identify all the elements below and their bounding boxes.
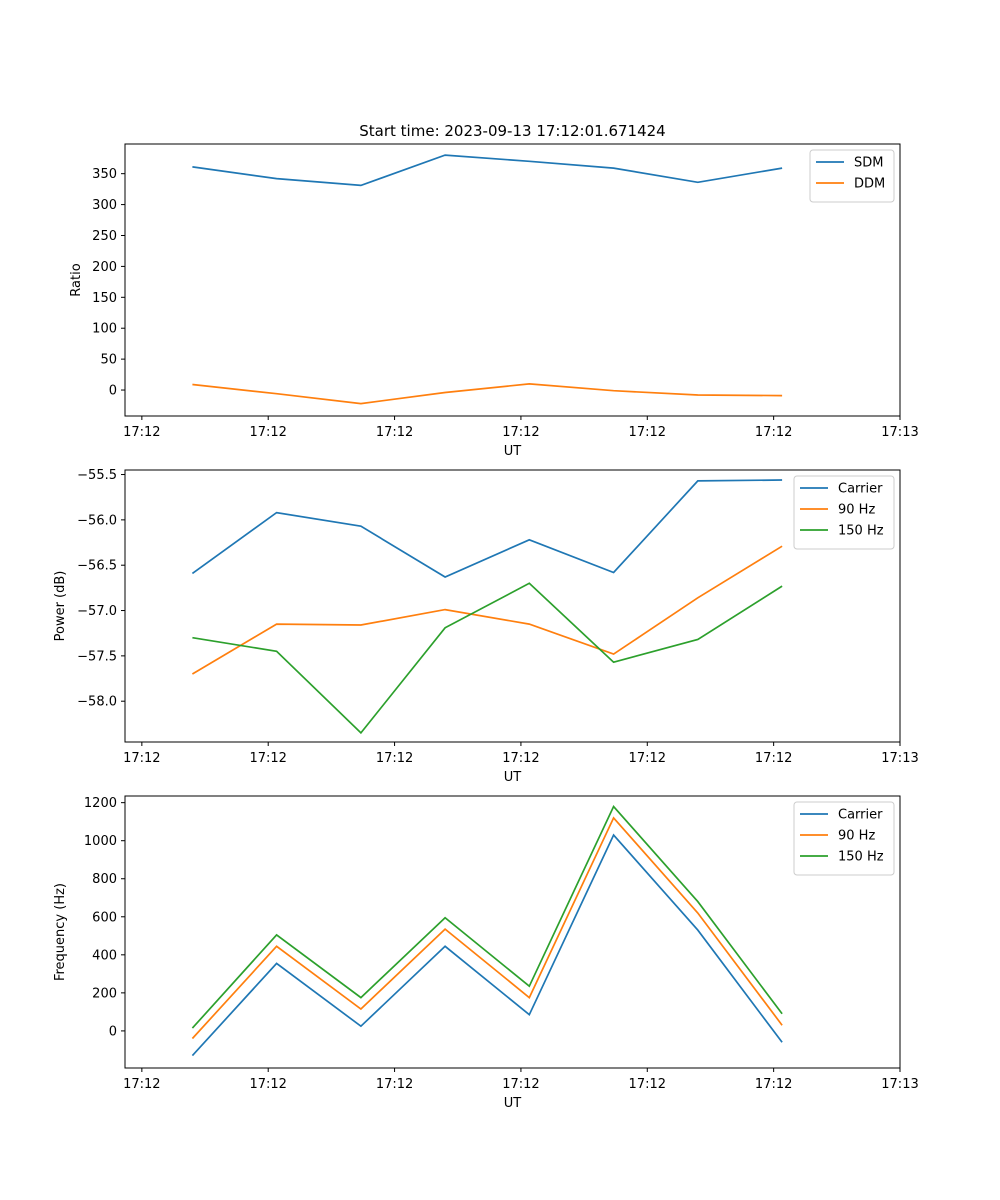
y-tick-label: 600 — [92, 910, 117, 925]
x-tick-label: 17:12 — [755, 751, 792, 766]
y-tick-label: 0 — [109, 1024, 117, 1039]
legend: Carrier 90 Hz 150 Hz — [793, 475, 895, 550]
y-tick-label: 50 — [100, 353, 117, 368]
chart-title: Start time: 2023-09-13 17:12:01.671424 — [359, 122, 665, 140]
x-tick-label: 17:12 — [502, 751, 539, 766]
subplot-3: 17:12 17:12 17:12 17:12 17:12 17:12 17:13 0 200 4… — [53, 795, 919, 1111]
y-tick-label: −58.0 — [77, 695, 117, 710]
legend-label: 90 Hz — [838, 503, 875, 518]
series-line-ddm — [192, 383, 783, 405]
x-tick-label: 17:12 — [376, 425, 413, 440]
legend-label: 150 Hz — [838, 850, 884, 865]
x-tick-label: 17:12 — [376, 751, 413, 766]
legend-label: 90 Hz — [838, 829, 875, 844]
y-tick-label: 200 — [92, 986, 117, 1001]
legend-label: DDM — [854, 177, 885, 192]
plot-frame — [124, 795, 901, 1069]
x-axis-label: UT — [504, 770, 522, 785]
x-tick-label: 17:12 — [123, 1077, 160, 1092]
x-tick-label: 17:12 — [629, 425, 666, 440]
x-tick-label: 17:13 — [881, 1077, 918, 1092]
y-axis-label: Frequency (Hz) — [53, 883, 68, 981]
charts-container: Start time: 2023-09-13 17:12:01.671424 17… — [53, 122, 919, 1111]
y-tick-label: −57.0 — [77, 604, 117, 619]
x-tick-label: 17:12 — [249, 751, 286, 766]
x-tick-label: 17:12 — [376, 1077, 413, 1092]
y-tick-label: 1200 — [84, 796, 117, 811]
y-tick-label: 200 — [92, 260, 117, 275]
x-tick-label: 17:12 — [755, 425, 792, 440]
y-axis-label: Power (dB) — [53, 571, 68, 642]
series-line-90-hz — [191, 816, 783, 1040]
x-tick-label: 17:12 — [123, 425, 160, 440]
legend-label: Carrier — [838, 808, 883, 823]
y-tick-label: −55.5 — [77, 468, 117, 483]
x-tick-label: 17:12 — [629, 751, 666, 766]
x-tick-label: 17:12 — [249, 1077, 286, 1092]
y-tick-label: −56.0 — [77, 513, 117, 528]
y-axis-label: Ratio — [69, 263, 84, 296]
x-axis-label: UT — [504, 1096, 522, 1111]
y-tick-label: 300 — [92, 198, 117, 213]
y-tick-label: 350 — [92, 167, 117, 182]
legend: Carrier 90 Hz 150 Hz — [793, 801, 895, 876]
legend: SDM DDM — [809, 149, 895, 203]
x-tick-label: 17:13 — [881, 425, 918, 440]
legend-box — [809, 149, 895, 203]
plot-frame — [124, 469, 901, 743]
series-line-90-hz — [191, 545, 783, 675]
x-tick-label: 17:12 — [629, 1077, 666, 1092]
plot-frame — [124, 143, 901, 417]
series-line-150-hz — [192, 582, 783, 735]
legend-label: Carrier — [838, 482, 883, 497]
y-tick-label: 100 — [92, 322, 117, 337]
y-tick-label: 1000 — [84, 834, 117, 849]
legend-label: 150 Hz — [838, 524, 884, 539]
series-line-carrier — [191, 479, 783, 578]
y-tick-label: −57.5 — [77, 649, 117, 664]
x-tick-label: 17:13 — [881, 751, 918, 766]
series-line-150-hz — [191, 804, 783, 1029]
legend-label: SDM — [854, 156, 883, 171]
x-tick-label: 17:12 — [249, 425, 286, 440]
x-tick-label: 17:12 — [123, 751, 160, 766]
x-tick-label: 17:12 — [755, 1077, 792, 1092]
y-tick-label: −56.5 — [77, 559, 117, 574]
y-tick-label: 0 — [109, 384, 117, 399]
y-tick-label: 800 — [92, 872, 117, 887]
y-tick-label: 400 — [92, 948, 117, 963]
subplot-2: 17:12 17:12 17:12 17:12 17:12 17:12 17:13 −58.0… — [53, 468, 919, 785]
y-tick-label: 250 — [92, 229, 117, 244]
x-tick-label: 17:12 — [502, 425, 539, 440]
x-tick-label: 17:12 — [502, 1077, 539, 1092]
series-line-sdm — [192, 154, 783, 187]
series-line-carrier — [191, 833, 783, 1057]
y-tick-label: 150 — [92, 291, 117, 306]
x-axis-label: UT — [504, 444, 522, 459]
subplot-1: Start time: 2023-09-13 17:12:01.671424 17… — [69, 122, 919, 459]
